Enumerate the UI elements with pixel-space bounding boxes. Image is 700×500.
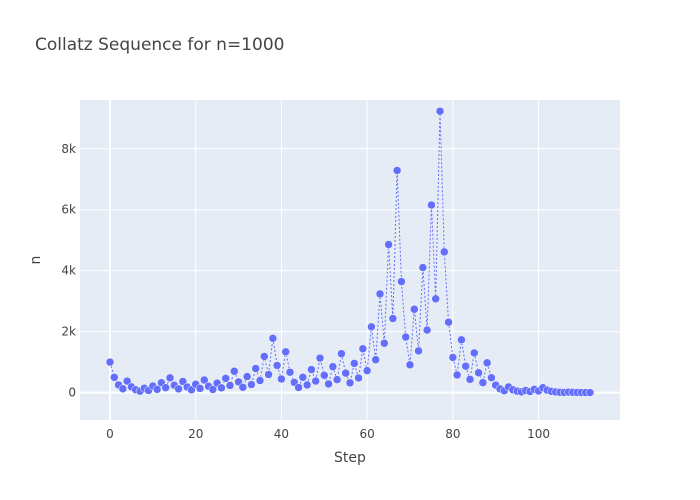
data-point[interactable] [260,352,269,361]
data-point[interactable] [122,376,132,386]
data-point[interactable] [427,200,436,210]
data-point[interactable] [585,388,595,397]
chart-title: Collatz Sequence for n=1000 [35,35,284,55]
data-point[interactable] [324,379,333,389]
data-point[interactable] [230,366,239,376]
data-point[interactable] [371,355,380,364]
data-point[interactable] [161,383,170,392]
plot-area [80,100,620,420]
data-point[interactable] [242,372,252,381]
data-point[interactable] [251,364,260,373]
data-point[interactable] [452,370,462,380]
data-point[interactable] [435,106,445,116]
data-point[interactable] [264,370,273,379]
data-point[interactable] [362,366,372,375]
data-point[interactable] [444,317,453,327]
data-point[interactable] [457,335,466,345]
x-tick-label: 20 [188,427,203,441]
y-tick-label: 6k [61,203,76,217]
data-point[interactable] [474,368,483,378]
data-point[interactable] [332,375,342,384]
data-point[interactable] [422,325,432,335]
data-point[interactable] [298,373,308,382]
data-point[interactable] [410,305,419,314]
data-point[interactable] [307,365,316,374]
data-point[interactable] [448,353,458,362]
y-tick-label: 2k [61,325,76,339]
y-axis-label: n [28,256,44,265]
data-point[interactable] [397,277,406,286]
data-point[interactable] [195,384,205,393]
data-point[interactable] [431,294,440,304]
data-point[interactable] [465,375,475,384]
data-point[interactable] [375,289,385,299]
x-tick-label: 0 [106,427,114,441]
data-point[interactable] [380,338,389,348]
data-point[interactable] [225,381,235,390]
data-point[interactable] [268,334,278,343]
data-point[interactable] [328,362,338,371]
y-tick-label: 8k [61,142,76,156]
data-point[interactable] [384,240,393,249]
x-tick-label: 100 [527,427,550,441]
data-point[interactable] [405,360,415,370]
data-point[interactable] [358,344,368,353]
data-point[interactable] [174,384,183,394]
x-tick-label: 80 [445,427,460,441]
data-point[interactable] [165,373,175,383]
data-point[interactable] [217,383,226,393]
x-tick-label: 60 [360,427,375,441]
data-point[interactable] [281,347,290,357]
data-point[interactable] [277,374,286,384]
data-point[interactable] [345,378,355,388]
data-point[interactable] [208,385,218,394]
data-point[interactable] [482,358,492,368]
data-point[interactable] [118,384,128,394]
data-point[interactable] [341,368,350,378]
data-point[interactable] [311,376,320,386]
data-point[interactable] [315,353,325,363]
data-point[interactable] [337,349,346,358]
data-point[interactable] [470,348,479,358]
data-point[interactable] [487,373,496,382]
y-tick-label: 4k [61,264,76,278]
data-point[interactable] [152,385,162,394]
x-tick-label: 40 [274,427,289,441]
data-point[interactable] [392,166,402,175]
data-point[interactable] [418,263,428,272]
y-tick-label: 0 [68,386,76,400]
x-axis-label: Step [334,450,366,466]
tick-labels: 0 20 40 60 80 100 0 2k 4k 6k 8k [61,142,550,441]
data-point[interactable] [221,374,230,383]
data-point[interactable] [272,361,282,370]
series-markers [105,106,595,397]
data-point[interactable] [294,383,303,392]
data-point[interactable] [255,376,265,385]
data-point[interactable] [285,367,295,377]
data-point[interactable] [354,373,363,383]
data-point[interactable] [350,359,359,368]
data-point[interactable] [200,375,209,385]
data-point[interactable] [238,382,248,392]
data-point[interactable] [320,371,329,380]
data-point[interactable] [414,346,423,356]
data-point[interactable] [110,373,119,382]
data-point[interactable] [461,361,470,371]
data-point[interactable] [401,332,410,342]
data-point[interactable] [302,380,312,390]
data-point[interactable] [247,380,256,389]
data-point[interactable] [478,378,488,387]
data-point[interactable] [105,357,115,367]
data-point[interactable] [388,314,398,323]
data-point[interactable] [367,322,376,332]
data-point[interactable] [440,247,449,257]
